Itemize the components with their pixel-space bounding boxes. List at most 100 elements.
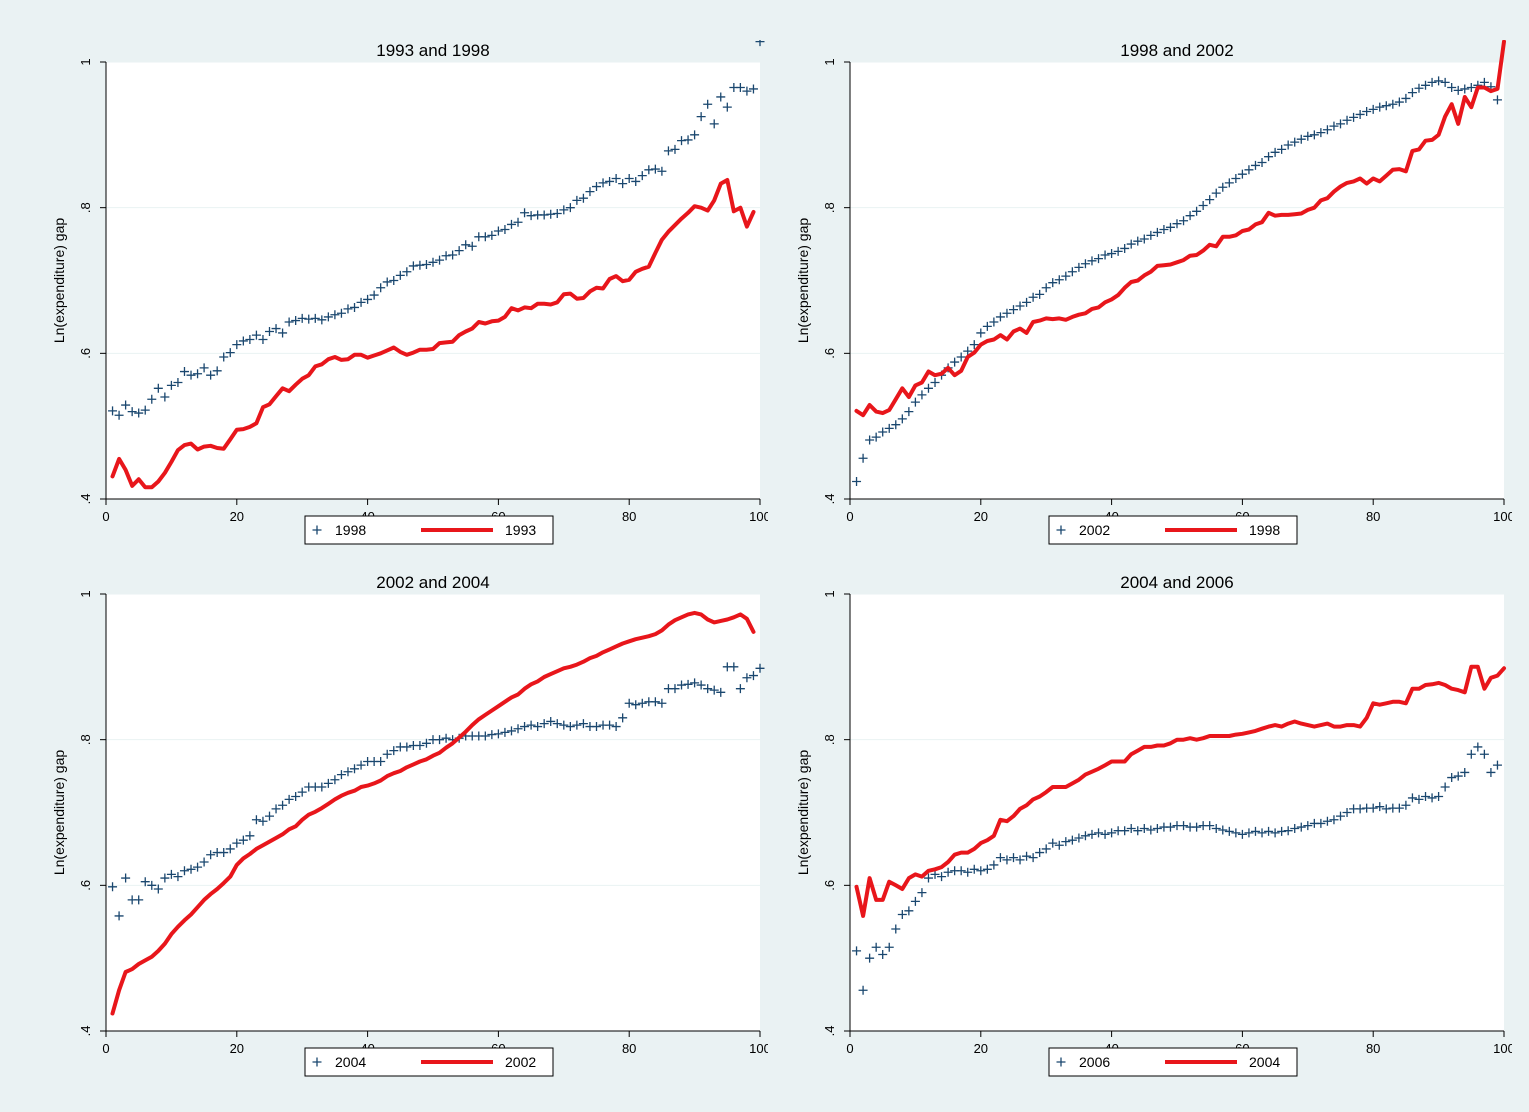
data-point <box>735 684 745 694</box>
data-point <box>232 838 242 848</box>
data-point <box>539 719 549 729</box>
data-point <box>1368 104 1378 114</box>
data-point <box>976 866 986 876</box>
data-point <box>1290 137 1300 147</box>
data-point <box>147 880 157 890</box>
data-point <box>1074 833 1084 843</box>
data-point <box>114 911 124 921</box>
chart-panel: 1993 and 1998.4.6.81020406080100Percenti… <box>51 40 768 545</box>
y-tick-label: .4 <box>78 1026 93 1037</box>
data-point <box>1179 216 1189 226</box>
data-point <box>533 722 543 732</box>
data-point <box>1375 802 1385 812</box>
data-point <box>1126 824 1136 834</box>
series-line <box>110 178 756 490</box>
data-point <box>871 942 881 952</box>
data-point <box>1434 76 1444 86</box>
data-point <box>225 844 235 854</box>
data-point <box>1094 828 1104 838</box>
data-point <box>160 873 170 883</box>
data-point <box>199 363 209 373</box>
data-point <box>1192 822 1202 832</box>
legend-label: 2004 <box>335 1054 366 1070</box>
data-point <box>552 719 562 729</box>
x-tick-label: 0 <box>846 1041 853 1056</box>
x-tick-label: 100 <box>1493 509 1512 524</box>
data-point <box>878 950 888 960</box>
data-point <box>127 407 137 417</box>
data-point <box>304 314 314 324</box>
data-point <box>1329 815 1339 825</box>
y-tick-label: 1 <box>822 58 837 65</box>
plot-area <box>106 594 760 1031</box>
data-point <box>963 346 973 356</box>
data-point <box>441 251 451 261</box>
y-tick-label: .8 <box>822 734 837 745</box>
data-point <box>356 297 366 307</box>
data-point <box>1368 803 1378 813</box>
data-point <box>323 312 333 322</box>
x-tick-label: 20 <box>974 1041 988 1056</box>
data-point <box>336 308 346 318</box>
data-point <box>1107 249 1117 259</box>
data-point <box>480 232 490 242</box>
data-point <box>330 310 340 320</box>
data-point <box>989 317 999 327</box>
data-point <box>1218 825 1228 835</box>
data-point <box>546 716 556 726</box>
data-point <box>956 352 966 362</box>
data-point <box>506 219 516 229</box>
legend-label: 2006 <box>1079 1054 1110 1070</box>
data-point <box>1466 749 1476 759</box>
data-point <box>265 811 274 821</box>
y-tick-label: .4 <box>822 494 837 505</box>
data-point <box>1270 828 1280 838</box>
data-point <box>969 340 979 350</box>
data-point <box>108 882 118 892</box>
data-point <box>134 408 144 418</box>
data-point <box>382 749 392 759</box>
data-point <box>755 663 765 673</box>
data-point <box>930 377 940 387</box>
data-point <box>526 720 536 730</box>
data-point <box>1264 826 1274 836</box>
data-point <box>402 742 412 752</box>
data-point <box>1009 853 1018 863</box>
y-tick-label: 1 <box>822 590 837 597</box>
data-point <box>441 733 451 743</box>
data-point <box>271 804 281 814</box>
data-point <box>317 782 327 792</box>
data-point <box>605 176 615 186</box>
data-point <box>1394 803 1404 813</box>
data-point <box>513 217 523 227</box>
legend: 2004 2002 <box>304 1047 554 1077</box>
data-point <box>1139 824 1149 834</box>
data-point <box>624 698 634 708</box>
data-point <box>199 857 209 867</box>
data-point <box>1080 259 1090 269</box>
data-point <box>1492 95 1502 105</box>
chart-title: 1998 and 2002 <box>1120 41 1233 60</box>
y-axis-title: Ln(expenditure) gap <box>795 218 811 344</box>
data-point <box>389 276 399 285</box>
data-point <box>1447 82 1457 92</box>
data-point <box>1414 83 1424 93</box>
data-point <box>923 383 933 393</box>
data-point <box>572 720 582 730</box>
data-point <box>696 112 706 122</box>
y-tick-label: .4 <box>78 494 93 505</box>
data-point <box>1427 77 1437 87</box>
data-point <box>219 352 229 362</box>
legend: 2006 2004 <box>1048 1047 1298 1077</box>
data-point <box>1336 811 1345 821</box>
data-point <box>232 340 242 350</box>
data-point <box>1349 112 1359 122</box>
plot-area <box>850 62 1504 499</box>
data-point <box>206 850 216 860</box>
data-point <box>950 357 960 367</box>
data-point <box>173 377 183 387</box>
data-point <box>716 92 726 102</box>
data-point <box>415 740 425 750</box>
data-point <box>513 724 523 734</box>
data-point <box>677 680 687 690</box>
